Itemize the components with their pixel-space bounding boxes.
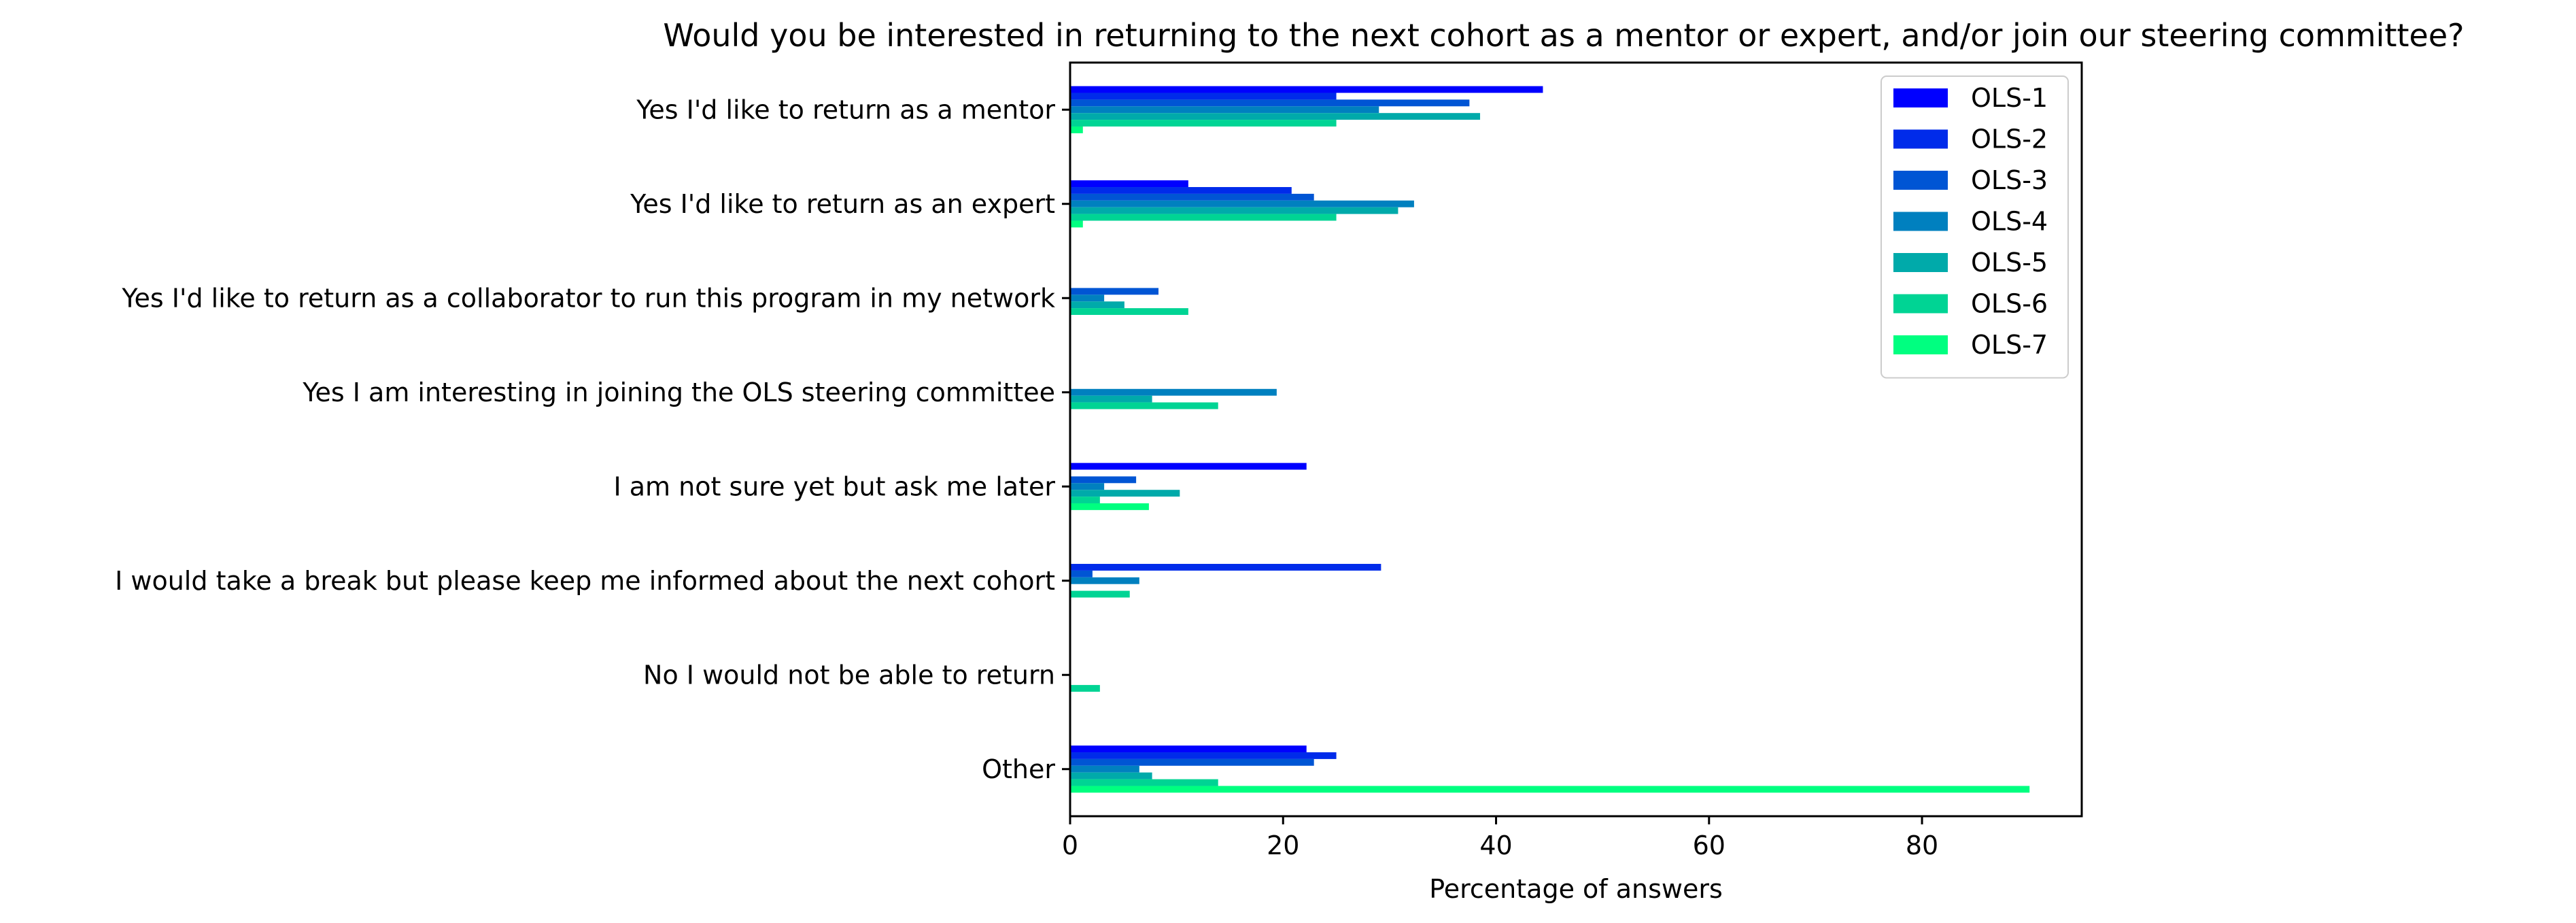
bar-ols-7-4 [1070, 503, 1149, 510]
bar-ols-3-5 [1070, 570, 1093, 577]
bar-ols-4-0 [1070, 106, 1379, 114]
bar-ols-4-3 [1070, 388, 1277, 396]
bar-ols-5-7 [1070, 772, 1152, 779]
x-tick-label: 80 [1906, 830, 1938, 860]
legend-swatch-ols-1 [1893, 88, 1948, 107]
legend-swatch-ols-4 [1893, 212, 1948, 231]
bar-ols-6-5 [1070, 590, 1130, 598]
bar-ols-3-7 [1070, 758, 1314, 766]
y-tick-label: Yes I'd like to return as a mentor [636, 95, 1055, 124]
x-axis-label: Percentage of answers [1429, 874, 1723, 904]
bar-ols-2-7 [1070, 752, 1337, 759]
y-tick-label: I am not sure yet but ask me later [613, 471, 1055, 501]
y-tick-label: Yes I'd like to return as a collaborator… [121, 283, 1055, 313]
legend-swatch-ols-2 [1893, 129, 1948, 149]
bar-ols-3-0 [1070, 99, 1470, 107]
y-tick-label: No I would not be able to return [643, 660, 1055, 690]
bar-ols-5-3 [1070, 395, 1152, 403]
bar-ols-6-6 [1070, 685, 1100, 692]
bar-ols-2-1 [1070, 187, 1292, 194]
bar-ols-3-1 [1070, 193, 1314, 201]
y-tick-label: I would take a break but please keep me … [115, 566, 1055, 596]
y-tick-label: Yes I am interesting in joining the OLS … [302, 377, 1055, 407]
bar-ols-6-1 [1070, 214, 1337, 221]
y-tick-label: Yes I'd like to return as an expert [630, 189, 1055, 219]
y-axis: Yes I'd like to return as a mentor Yes I'… [115, 95, 1070, 784]
bar-ols-1-4 [1070, 463, 1307, 470]
bar-ols-6-0 [1070, 120, 1337, 127]
bar-ols-4-2 [1070, 295, 1105, 302]
bar-ols-5-1 [1070, 207, 1398, 214]
bar-ols-5-0 [1070, 113, 1481, 120]
x-tick-label: 20 [1267, 830, 1299, 860]
legend-swatch-ols-5 [1893, 253, 1948, 272]
bar-ols-6-2 [1070, 308, 1188, 315]
legend-label: OLS-1 [1971, 83, 2048, 113]
chart-title: Would you be interested in returning to … [663, 17, 2464, 54]
bar-ols-4-4 [1070, 483, 1105, 490]
bar-ols-6-4 [1070, 497, 1100, 503]
bar-ols-7-1 [1070, 220, 1083, 228]
x-tick-label: 0 [1062, 830, 1078, 860]
bar-ols-2-5 [1070, 564, 1381, 571]
legend-label: OLS-6 [1971, 289, 2048, 319]
legend-swatch-ols-3 [1893, 171, 1948, 190]
bar-ols-3-4 [1070, 476, 1137, 484]
bar-ols-4-1 [1070, 200, 1414, 207]
bar-ols-7-0 [1070, 126, 1083, 133]
legend-label: OLS-2 [1971, 124, 2048, 154]
bar-ols-3-2 [1070, 288, 1159, 295]
x-axis: 0 20 40 60 80 [1062, 816, 1938, 860]
legend-swatch-ols-7 [1893, 335, 1948, 354]
bar-ols-4-5 [1070, 577, 1139, 584]
plot-area [1069, 61, 2083, 818]
legend-label: OLS-3 [1971, 165, 2048, 195]
legend-label: OLS-7 [1971, 330, 2048, 360]
bar-ols-7-7 [1070, 786, 2030, 793]
bar-ols-5-4 [1070, 490, 1180, 497]
bar-ols-1-1 [1070, 180, 1188, 188]
x-tick-label: 60 [1693, 830, 1725, 860]
bars-group [1070, 86, 2030, 793]
y-tick-label: Other [982, 754, 1055, 784]
bar-ols-1-0 [1070, 86, 1543, 93]
legend-label: OLS-4 [1971, 207, 2048, 237]
bar-ols-6-7 [1070, 779, 1218, 786]
bar-ols-6-3 [1070, 402, 1218, 409]
legend-swatch-ols-6 [1893, 294, 1948, 314]
x-tick-label: 40 [1479, 830, 1512, 860]
bar-ols-4-7 [1070, 765, 1139, 773]
bar-ols-5-2 [1070, 301, 1124, 309]
bar-ols-1-7 [1070, 745, 1307, 753]
legend: OLS-1 OLS-2 OLS-3 OLS-4 OLS-5 OLS-6 OLS-7 [1881, 75, 2069, 379]
legend-label: OLS-5 [1971, 248, 2048, 278]
bar-ols-2-0 [1070, 93, 1337, 100]
